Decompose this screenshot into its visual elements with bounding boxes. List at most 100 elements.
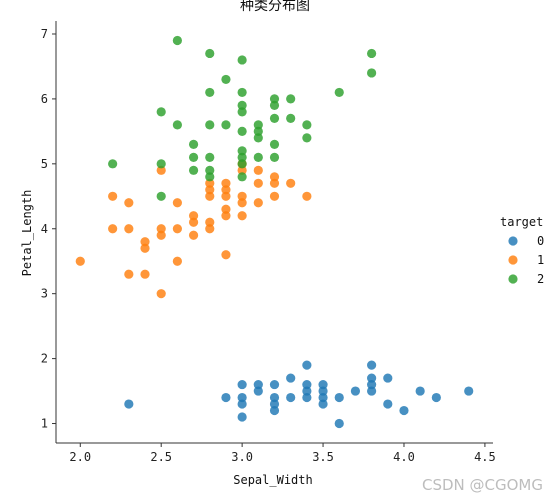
- point-target-1-38: [269, 191, 280, 201]
- point-target-2-25: [237, 55, 247, 65]
- point-target-0-12: [286, 392, 296, 403]
- y-tick-label-3: 4: [41, 222, 48, 236]
- point-target-1-13: [172, 256, 182, 266]
- legend-title: target: [500, 215, 543, 229]
- point-target-2-3: [156, 107, 166, 117]
- point-target-2-37: [302, 133, 312, 143]
- point-target-2-31: [269, 139, 280, 149]
- point-target-0-4: [237, 392, 247, 403]
- point-target-1-11: [156, 224, 166, 234]
- x-tick-label-4: 4.0: [393, 450, 415, 464]
- point-target-2-10: [205, 165, 215, 175]
- point-target-2-13: [205, 87, 215, 98]
- point-target-2-8: [188, 139, 199, 149]
- point-target-0-1: [221, 392, 231, 403]
- point-target-0-2: [237, 412, 247, 422]
- point-target-1-23: [205, 178, 215, 188]
- point-target-0-26: [367, 379, 377, 390]
- x-tick-label-1: 2.5: [150, 450, 172, 464]
- point-target-0-17: [302, 360, 312, 370]
- legend: target 0 1 2: [500, 215, 544, 286]
- point-target-0-13: [286, 373, 296, 383]
- point-target-1-5: [124, 198, 134, 208]
- point-target-1-1: [108, 224, 118, 234]
- x-tick-label-2: 3.0: [231, 450, 253, 464]
- point-target-2-34: [269, 94, 280, 104]
- y-tick-label-0: 1: [41, 417, 48, 431]
- point-target-1-20: [205, 217, 215, 227]
- point-target-2-7: [188, 152, 199, 162]
- point-target-2-23: [237, 100, 247, 110]
- point-target-0-14: [302, 392, 312, 403]
- point-target-2-28: [253, 126, 263, 136]
- point-target-2-11: [205, 152, 215, 162]
- point-target-1-39: [269, 178, 280, 188]
- point-target-0-21: [318, 379, 328, 390]
- point-target-1-9: [156, 289, 166, 299]
- point-target-0-6: [253, 386, 263, 396]
- point-target-1-6: [140, 269, 150, 279]
- point-target-1-15: [172, 198, 182, 208]
- point-target-1-26: [221, 204, 231, 214]
- point-target-2-33: [269, 100, 280, 110]
- legend-label-1: 1: [537, 253, 544, 267]
- point-target-0-0: [124, 399, 134, 409]
- point-target-1-12: [156, 165, 166, 175]
- point-target-2-0: [108, 159, 118, 169]
- point-target-2-19: [237, 152, 247, 162]
- point-target-2-30: [269, 152, 280, 162]
- point-target-1-21: [205, 191, 215, 201]
- point-target-1-18: [188, 211, 199, 221]
- point-target-0-34: [464, 386, 474, 396]
- y-tick-label-4: 5: [41, 157, 48, 171]
- point-target-2-4: [172, 120, 182, 130]
- point-target-2-38: [302, 120, 312, 130]
- x-tick-label-0: 2.0: [69, 450, 91, 464]
- point-target-0-25: [367, 386, 377, 396]
- point-target-1-16: [188, 230, 199, 240]
- point-target-1-41: [286, 178, 296, 188]
- point-target-0-19: [318, 392, 328, 403]
- chart-marks: [75, 35, 474, 429]
- point-target-1-0: [75, 256, 85, 266]
- point-target-0-29: [383, 399, 393, 409]
- point-target-1-33: [237, 165, 247, 175]
- y-tick-label-1: 2: [41, 352, 48, 366]
- point-target-1-19: [205, 224, 215, 234]
- point-target-2-39: [334, 87, 344, 98]
- watermark: CSDN @CGOMG: [421, 476, 543, 494]
- x-tick-label-3: 3.5: [312, 450, 334, 464]
- point-target-0-28: [367, 360, 377, 370]
- point-target-2-24: [237, 87, 247, 98]
- point-target-1-3: [124, 269, 134, 279]
- legend-marker-1: [508, 255, 518, 265]
- point-target-1-4: [124, 224, 134, 234]
- legend-label-2: 2: [537, 272, 544, 286]
- point-target-2-35: [286, 113, 296, 123]
- point-target-2-9: [205, 172, 215, 182]
- point-target-0-31: [399, 405, 409, 416]
- point-target-1-14: [172, 224, 182, 234]
- point-target-2-40: [367, 68, 377, 78]
- point-target-2-6: [188, 165, 199, 175]
- point-target-2-16: [221, 74, 231, 85]
- point-target-1-37: [253, 165, 263, 175]
- point-target-1-31: [237, 198, 247, 208]
- legend-label-0: 0: [537, 234, 544, 248]
- point-target-2-27: [253, 133, 263, 143]
- point-target-1-35: [253, 198, 263, 208]
- point-target-1-27: [221, 191, 231, 201]
- point-target-2-14: [205, 48, 215, 59]
- point-target-2-1: [156, 191, 166, 201]
- point-target-2-15: [221, 120, 231, 130]
- y-tick-label-2: 3: [41, 287, 48, 301]
- x-tick-label-5: 4.5: [474, 450, 496, 464]
- point-target-1-36: [253, 178, 263, 188]
- point-target-1-30: [237, 211, 247, 221]
- point-target-1-32: [237, 191, 247, 201]
- point-target-0-20: [318, 386, 328, 396]
- y-tick-label-6: 7: [41, 27, 48, 41]
- point-target-2-12: [205, 120, 215, 130]
- point-target-1-25: [221, 211, 231, 221]
